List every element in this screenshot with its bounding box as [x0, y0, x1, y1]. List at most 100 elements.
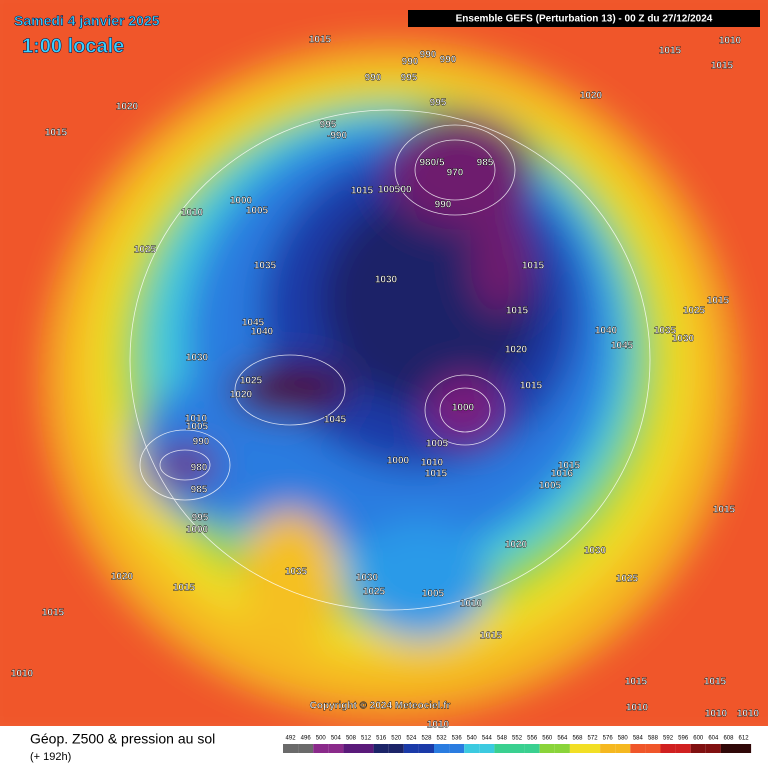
- pressure-label: 1030: [584, 546, 607, 557]
- colorbar-label: 568: [572, 736, 583, 742]
- colorbar-label: 496: [301, 736, 312, 742]
- pressure-label: 1005: [378, 185, 401, 196]
- pressure-label: 1015: [480, 631, 503, 642]
- pressure-label: 1015: [45, 128, 68, 139]
- colorbar-label: 504: [331, 736, 342, 742]
- pressure-label: 980/5: [419, 158, 444, 169]
- colorbar-label: 580: [618, 736, 629, 742]
- pressure-label: 1015: [173, 583, 196, 594]
- pressure-label: 1016: [551, 469, 574, 480]
- model-info: Ensemble GEFS (Perturbation 13) - 00 Z d…: [456, 14, 713, 25]
- colorbar-swatch: [524, 744, 540, 753]
- pressure-label: 1015: [309, 35, 332, 46]
- pressure-label: 1010: [11, 669, 34, 680]
- colorbar-swatch: [660, 744, 676, 753]
- colorbar-swatch: [434, 744, 450, 753]
- colorbar: 492 496 500 504 508 512 516 520 524 528 532 536 540 5…: [283, 736, 752, 753]
- pressure-label: 1045: [324, 415, 347, 426]
- colorbar-label: 612: [739, 736, 750, 742]
- colorbar-label: 608: [723, 736, 734, 742]
- colorbar-label: 536: [452, 736, 463, 742]
- pressure-label: 1035: [254, 261, 277, 272]
- colorbar-swatch: [494, 744, 510, 753]
- pressure-label: 1020: [111, 572, 134, 583]
- pressure-label: 995: [192, 513, 209, 524]
- colorbar-swatch: [328, 744, 344, 753]
- pressure-label: 1000: [387, 456, 410, 467]
- pressure-label: 1000: [452, 403, 475, 414]
- pressure-label: 990: [440, 55, 457, 66]
- colorbar-swatch: [479, 744, 495, 753]
- colorbar-swatch: [585, 744, 601, 753]
- pressure-label: 1010: [185, 414, 208, 425]
- colorbar-label: 508: [346, 736, 357, 742]
- pressure-label: 995: [401, 73, 418, 84]
- colorbar-swatch: [418, 744, 434, 753]
- pressure-label: 1015: [659, 46, 682, 57]
- colorbar-swatch: [539, 744, 555, 753]
- colorbar-label: 544: [482, 736, 493, 742]
- pressure-label: 1035: [654, 326, 677, 337]
- colorbar-swatch: [720, 744, 736, 753]
- pressure-label: 1000: [186, 525, 209, 536]
- colorbar-label: 576: [603, 736, 614, 742]
- pressure-label: 1010: [626, 703, 649, 714]
- pressure-label: 1000: [230, 196, 253, 207]
- pressure-label: 1030: [356, 573, 379, 584]
- pressure-label: 1010: [705, 709, 728, 720]
- colorbar-swatch: [373, 744, 389, 753]
- pressure-label: 1030: [186, 353, 209, 364]
- colorbar-label: 600: [693, 736, 704, 742]
- pressure-label: 995: [430, 98, 447, 109]
- colorbar-label: 560: [542, 736, 553, 742]
- pressure-label: 00: [400, 185, 412, 196]
- pressure-label: 1020: [230, 390, 253, 401]
- pressure-label: 980: [191, 463, 208, 474]
- colorbar-swatch: [600, 744, 616, 753]
- isobars: [129, 109, 651, 611]
- pressure-label: 985: [191, 485, 208, 496]
- colorbar-swatch: [388, 744, 404, 753]
- pressure-label: 1015: [425, 469, 448, 480]
- colorbar-label: 604: [708, 736, 719, 742]
- pressure-label: 990: [402, 57, 419, 68]
- pressure-label: 1015: [704, 677, 727, 688]
- lead-time: (+ 192h): [30, 751, 71, 763]
- pressure-label: 1020: [116, 102, 139, 113]
- colorbar-label: 540: [467, 736, 478, 742]
- pressure-label: 1025: [240, 376, 263, 387]
- colorbar-swatch: [358, 744, 374, 753]
- colorbar-label: 520: [391, 736, 402, 742]
- pressure-label: 995: [320, 120, 337, 131]
- pressure-label: 990: [193, 437, 210, 448]
- pressure-label: 1035: [285, 567, 308, 578]
- pressure-label: 1040: [251, 327, 274, 338]
- pressure-label: 1015: [625, 677, 648, 688]
- colorbar-label: 512: [361, 736, 372, 742]
- pressure-label: -990: [327, 131, 347, 142]
- pressure-label: 1015: [506, 306, 529, 317]
- pressure-label: 1015: [351, 186, 374, 197]
- colorbar-swatch: [736, 744, 752, 753]
- pressure-label: 1025: [616, 574, 639, 585]
- pressure-label: 1010: [460, 599, 483, 610]
- pressure-label: 1015: [42, 608, 65, 619]
- pressure-label: 990: [435, 200, 452, 211]
- pressure-label: 1015: [520, 381, 543, 392]
- pressure-label: 1015: [707, 296, 730, 307]
- colorbar-swatch: [509, 744, 525, 753]
- pressure-label: 990: [365, 73, 382, 84]
- colorbar-swatch: [675, 744, 691, 753]
- colorbar-label: 528: [421, 736, 432, 742]
- pressure-label: 985: [477, 158, 494, 169]
- pressure-label: 1015: [713, 505, 736, 516]
- colorbar-swatch: [449, 744, 465, 753]
- pressure-label: 1020: [505, 540, 528, 551]
- colorbar-swatch: [283, 744, 299, 753]
- colorbar-swatch: [569, 744, 585, 753]
- colorbar-label: 532: [437, 736, 448, 742]
